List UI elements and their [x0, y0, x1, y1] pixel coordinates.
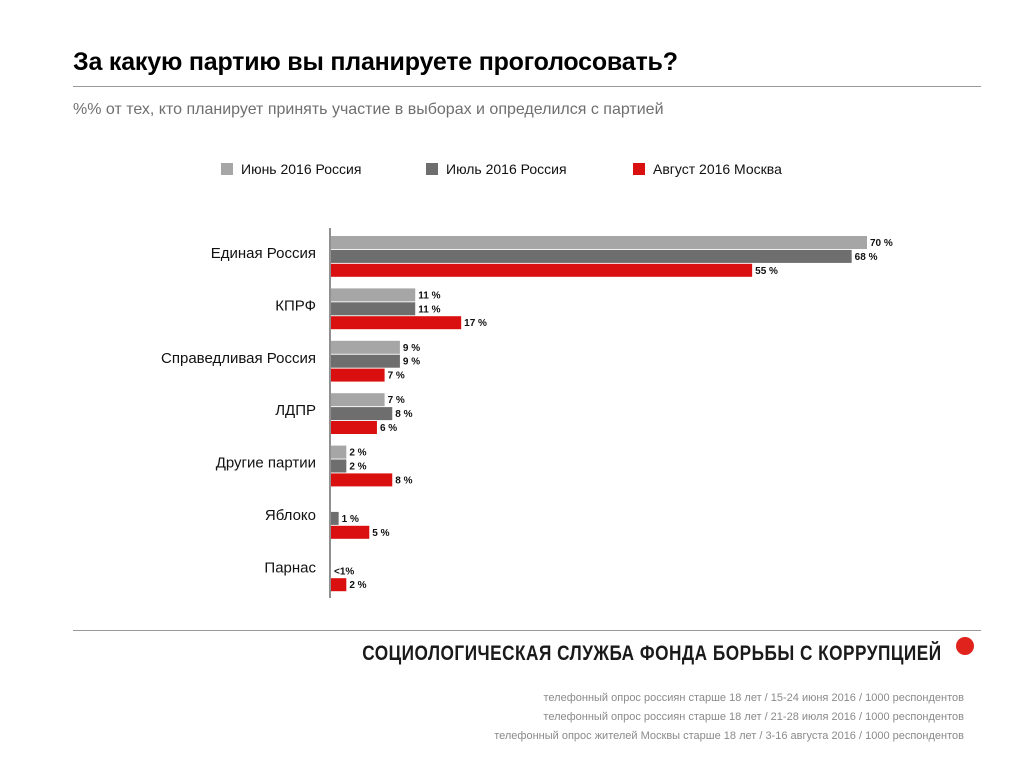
data-label: 1 % — [342, 514, 359, 525]
data-label: 2 % — [349, 448, 366, 459]
data-label: 6 % — [380, 423, 397, 434]
survey-note-august: телефонный опрос жителей Москвы старше 1… — [494, 730, 964, 742]
legend-item-august: Август 2016 Москва — [633, 161, 782, 177]
data-label: 5 % — [372, 528, 389, 539]
bar-август-2016-москва — [331, 578, 347, 592]
footer-divider — [73, 630, 981, 631]
survey-note-june: телефонный опрос россиян старше 18 лет /… — [543, 692, 965, 704]
data-label: 2 % — [349, 462, 366, 473]
data-label: 7 % — [388, 371, 405, 382]
data-label: <1% — [334, 566, 354, 577]
bar-август-2016-москва — [331, 368, 385, 382]
logo-dot — [956, 637, 974, 655]
data-label: 7 % — [388, 395, 405, 406]
category-label: Справедливая Россия — [161, 350, 316, 367]
legend-swatch-june — [221, 163, 233, 175]
category-label: Парнас — [264, 559, 316, 576]
bar-июнь-2016-россия — [331, 445, 347, 459]
legend-label-august: Август 2016 Москва — [653, 161, 782, 177]
legend-label-june: Июнь 2016 Россия — [241, 161, 362, 177]
legend-label-july: Июль 2016 Россия — [446, 161, 567, 177]
data-label: 70 % — [870, 238, 893, 249]
data-label: 8 % — [395, 409, 412, 420]
bar-июль-2016-россия — [331, 511, 339, 525]
bar-август-2016-москва — [331, 473, 393, 487]
bar-июнь-2016-россия — [331, 340, 400, 354]
page-title: За какую партию вы планируете проголосов… — [73, 48, 678, 76]
bar-июль-2016-россия — [331, 354, 400, 368]
legend-item-june: Июнь 2016 Россия — [221, 161, 361, 177]
bar-август-2016-москва — [331, 421, 377, 434]
data-label: 9 % — [403, 343, 420, 354]
legend-item-july: Июль 2016 Россия — [426, 161, 567, 177]
legend-swatch-august — [633, 163, 645, 175]
legend-swatch-july — [426, 163, 438, 175]
bar-июль-2016-россия — [331, 302, 416, 316]
category-label: Другие партии — [216, 455, 316, 472]
data-label: 17 % — [464, 318, 487, 329]
bar-август-2016-москва — [331, 525, 370, 539]
data-label: 55 % — [755, 266, 778, 277]
data-label: 2 % — [349, 580, 366, 591]
bar-июнь-2016-россия — [331, 393, 385, 407]
data-label: 11 % — [418, 304, 440, 315]
title-divider — [73, 86, 981, 87]
category-label: Яблоко — [265, 507, 316, 524]
bar-июль-2016-россия — [331, 407, 393, 421]
data-label: 68 % — [855, 252, 878, 263]
category-label: ЛДПР — [275, 402, 316, 419]
data-label: 8 % — [395, 475, 412, 486]
chart-legend: Июнь 2016 Россия Июль 2016 Россия Август… — [0, 161, 1024, 181]
category-label: Единая Россия — [211, 245, 316, 262]
category-label: КПРФ — [275, 297, 316, 314]
bar-июнь-2016-россия — [331, 236, 867, 249]
bar-август-2016-москва — [331, 316, 462, 330]
bar-июль-2016-россия — [331, 459, 347, 473]
page-subtitle: %% от тех, кто планирует принять участие… — [73, 101, 664, 118]
survey-note-july: телефонный опрос россиян старше 18 лет /… — [543, 711, 964, 723]
bar-июнь-2016-россия — [331, 288, 416, 302]
organization-name: СОЦИОЛОГИЧЕСКАЯ СЛУЖБА ФОНДА БОРЬБЫ С КО… — [362, 642, 942, 665]
data-label: 9 % — [403, 357, 420, 368]
bar-июль-2016-россия — [331, 249, 852, 263]
bar-август-2016-москва — [331, 263, 753, 277]
data-label: 11 % — [418, 290, 440, 301]
